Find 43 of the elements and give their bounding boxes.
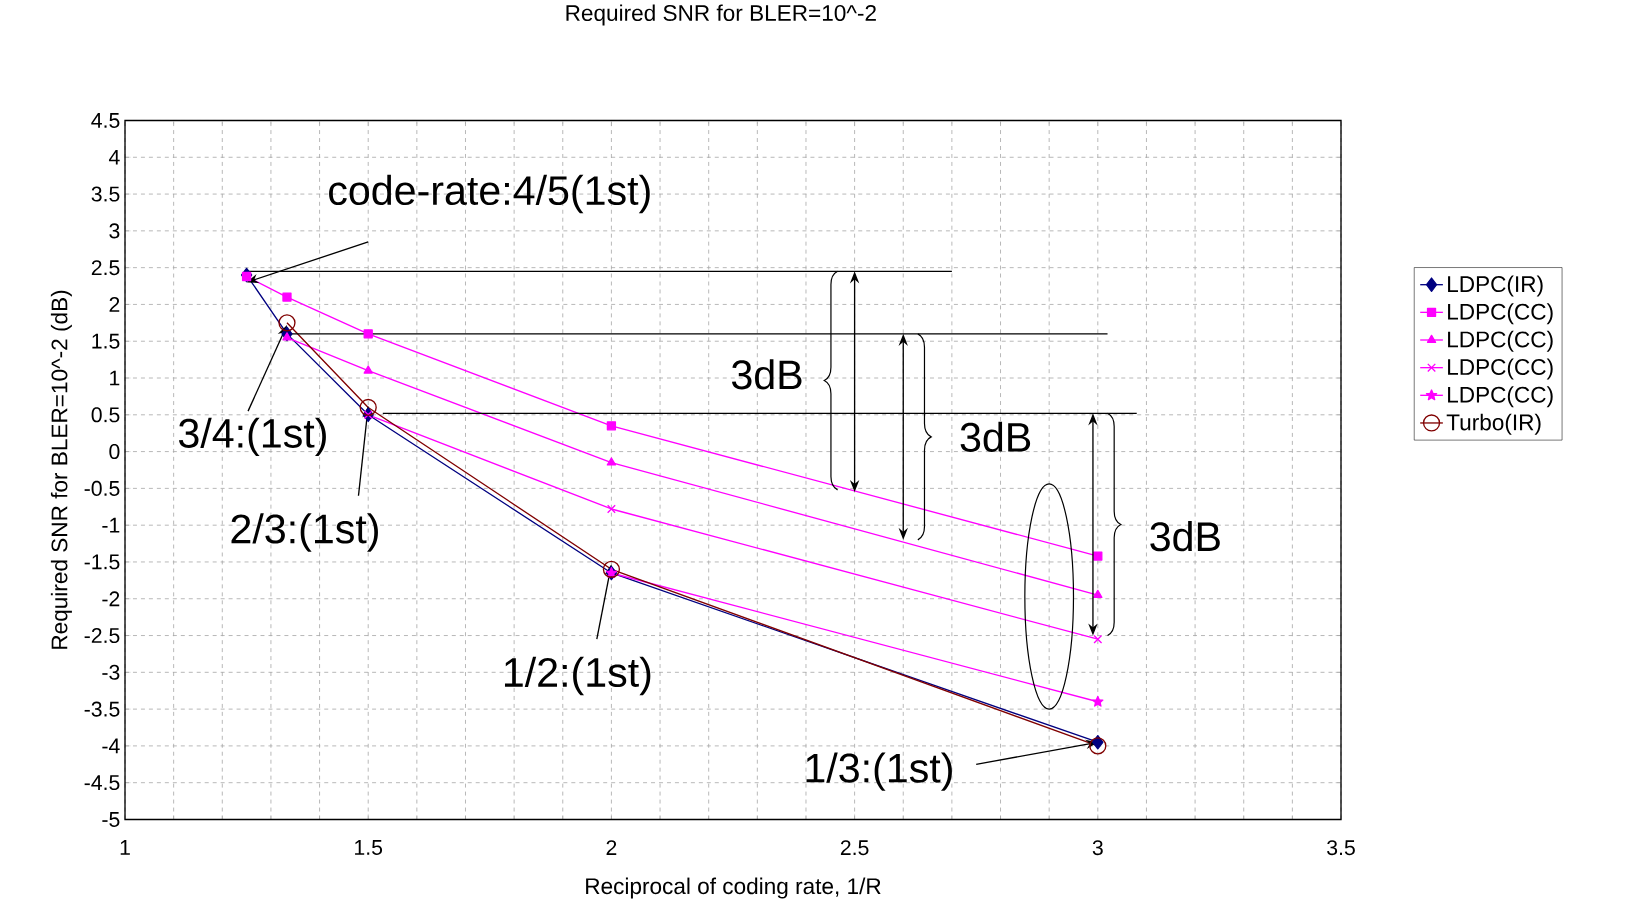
y-axis-title: Required SNR for BLER=10^-2 (dB) (50, 290, 72, 649)
annotation: code-rate:4/5(1st) (329, 174, 650, 214)
chart-title: Required SNR for BLER=10^-2 (566, 4, 876, 26)
y-tick-label: -0.5 (84, 480, 120, 496)
y-tick-label: 2.5 (91, 259, 120, 275)
x-tick-label: 3 (1092, 839, 1103, 855)
y-tick-label: -1 (102, 517, 120, 533)
x-tick-label: 2.5 (840, 839, 869, 855)
y-tick-label: -5 (102, 811, 120, 827)
legend-label: Turbo(IR) (1446, 413, 1541, 435)
annotation: 3dB (1150, 520, 1220, 552)
x-tick-label: 1.5 (355, 839, 383, 855)
legend-label: LDPC(CC) (1448, 302, 1553, 324)
y-tick-label: 3.5 (91, 186, 120, 202)
y-tick-label: 1.5 (92, 333, 120, 349)
y-tick-label: -1.5 (84, 554, 120, 570)
y-tick-label: 4.5 (91, 112, 120, 128)
legend-label: LDPC(CC) (1448, 330, 1553, 352)
y-tick-label: 2 (109, 296, 120, 312)
y-tick-label: -2.5 (84, 627, 120, 643)
annotation: 1/3:(1st) (806, 752, 952, 791)
annotation: 3/4:(1st) (178, 417, 326, 456)
y-tick-label: -4.5 (84, 775, 120, 790)
legend-label: LDPC(CC) (1448, 358, 1553, 380)
y-tick-label: -4 (102, 738, 120, 753)
annotation: 3dB (731, 358, 802, 390)
y-tick-label: 0.5 (91, 407, 120, 423)
annotation: 3dB (960, 421, 1031, 452)
y-tick-label: 1 (110, 370, 120, 386)
x-tick-label: 3.5 (1327, 839, 1355, 855)
annotation: 1/2:(1st) (504, 656, 651, 695)
legend-label: LDPC(IR) (1448, 275, 1543, 297)
y-tick-label: -2 (102, 591, 120, 606)
x-tick-label: 2 (606, 839, 617, 855)
y-tick-label: 0 (109, 443, 120, 459)
x-tick-label: 1 (120, 839, 130, 855)
legend-label: LDPC(CC) (1448, 385, 1553, 407)
x-axis-title: Reciprocal of coding rate, 1/R (586, 877, 881, 899)
y-tick-label: -3 (102, 664, 120, 680)
annotation: 2/3:(1st) (231, 513, 378, 552)
y-tick-label: -3.5 (84, 701, 120, 717)
y-tick-label: 4 (108, 149, 120, 165)
y-tick-label: 3 (109, 223, 120, 239)
